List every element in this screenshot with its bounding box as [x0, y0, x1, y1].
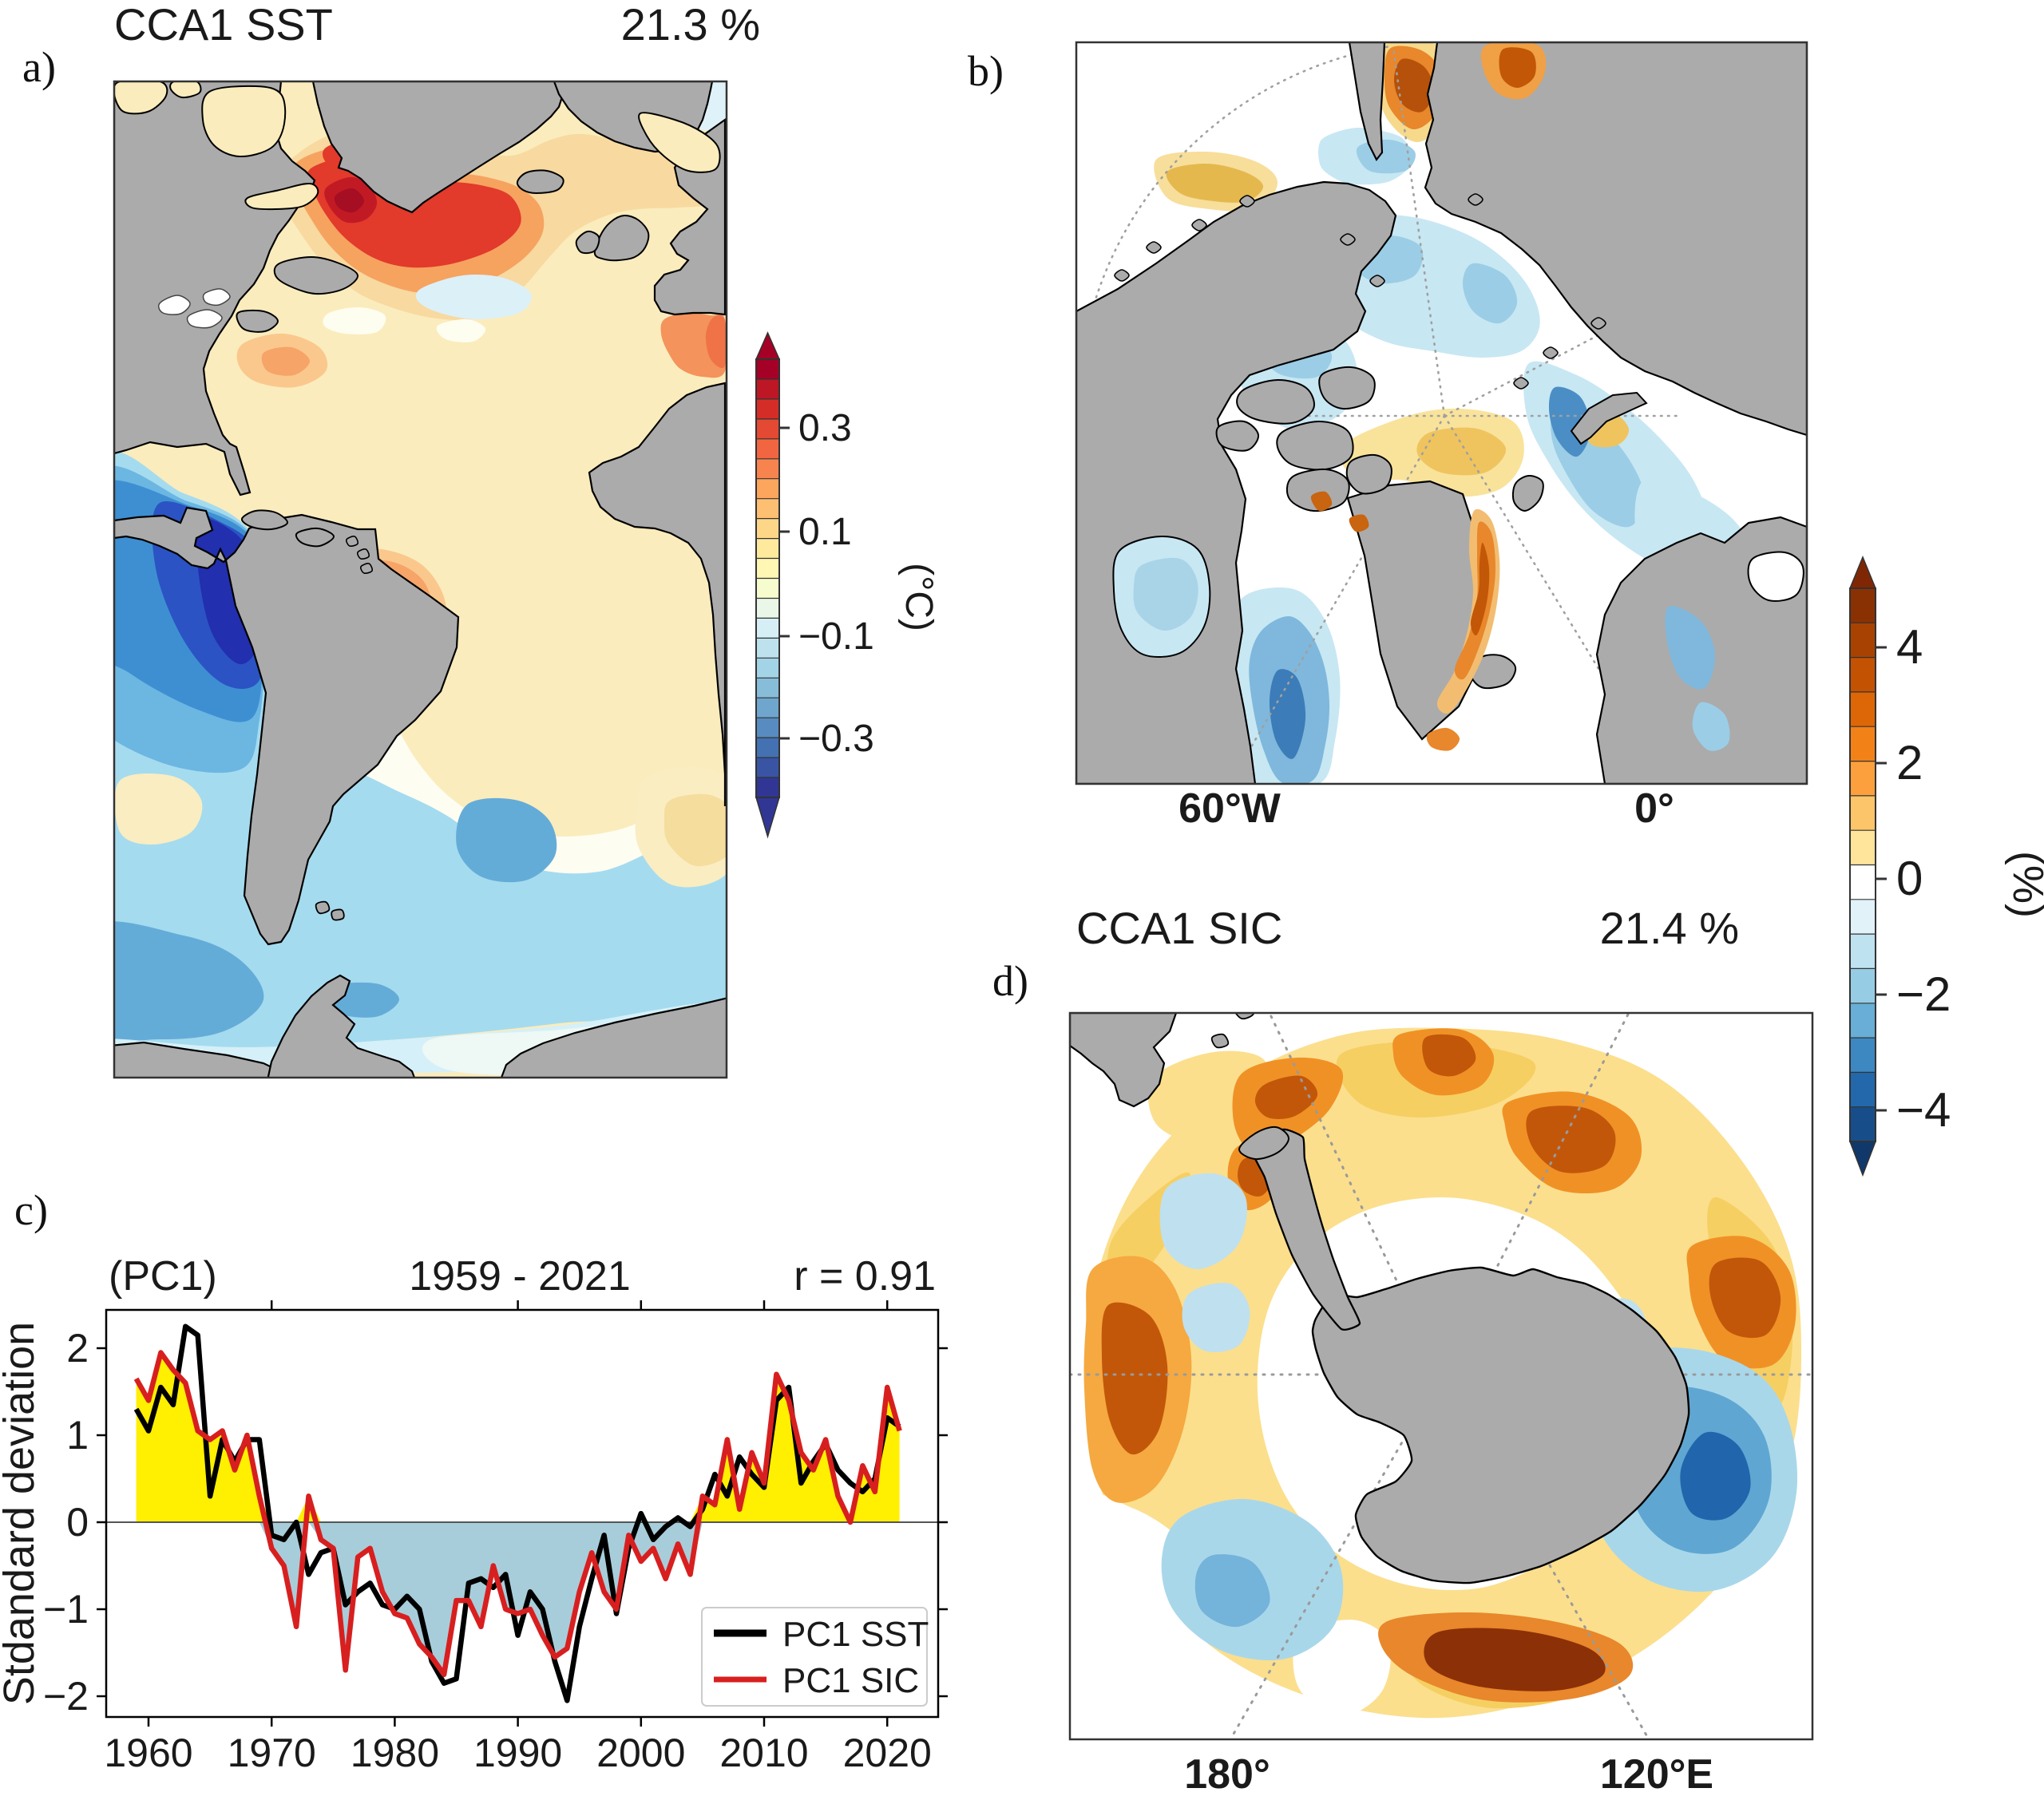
svg-text:1970: 1970	[228, 1731, 316, 1775]
svg-text:0.1: 0.1	[798, 511, 852, 553]
svg-text:1960: 1960	[104, 1731, 192, 1775]
svg-text:−4: −4	[1896, 1083, 1951, 1137]
svg-text:2: 2	[66, 1326, 89, 1371]
svg-text:(°C): (°C)	[897, 563, 940, 631]
svg-text:r = 0.91: r = 0.91	[794, 1253, 936, 1300]
svg-text:1980: 1980	[351, 1731, 439, 1775]
svg-text:Stdandard deviation: Stdandard deviation	[0, 1322, 43, 1705]
svg-text:21.3 %: 21.3 %	[621, 0, 760, 49]
svg-text:−2: −2	[43, 1674, 89, 1719]
svg-text:CCA1 SST: CCA1 SST	[114, 0, 333, 49]
svg-text:0°: 0°	[1634, 785, 1674, 832]
svg-text:0: 0	[66, 1500, 89, 1545]
svg-text:−0.3: −0.3	[798, 718, 874, 760]
svg-text:1: 1	[66, 1413, 89, 1458]
svg-text:120°E: 120°E	[1600, 1751, 1713, 1796]
svg-text:1990: 1990	[473, 1731, 562, 1775]
svg-text:2010: 2010	[719, 1731, 808, 1775]
svg-text:(%): (%)	[2004, 851, 2044, 918]
svg-text:c): c)	[14, 1186, 48, 1234]
svg-text:2: 2	[1896, 736, 1923, 789]
svg-text:0: 0	[1896, 852, 1923, 905]
svg-text:−2: −2	[1896, 967, 1951, 1021]
svg-text:2020: 2020	[843, 1731, 932, 1775]
svg-text:CCA1 SIC: CCA1 SIC	[1076, 903, 1282, 953]
svg-text:4: 4	[1896, 620, 1923, 674]
svg-text:1959 - 2021: 1959 - 2021	[409, 1253, 631, 1300]
svg-text:b): b)	[968, 47, 1004, 95]
svg-text:180°: 180°	[1184, 1751, 1270, 1796]
svg-text:−0.1: −0.1	[798, 615, 874, 658]
svg-text:0.3: 0.3	[798, 407, 852, 449]
svg-text:d): d)	[992, 957, 1028, 1005]
svg-text:PC1 SST: PC1 SST	[782, 1615, 929, 1654]
svg-text:2000: 2000	[596, 1731, 685, 1775]
svg-text:(PC1): (PC1)	[109, 1253, 217, 1300]
svg-text:−1: −1	[43, 1587, 89, 1632]
svg-text:a): a)	[22, 43, 56, 91]
svg-text:21.4 %: 21.4 %	[1600, 903, 1739, 953]
svg-text:60°W: 60°W	[1178, 785, 1281, 832]
svg-text:PC1 SIC: PC1 SIC	[782, 1661, 919, 1700]
